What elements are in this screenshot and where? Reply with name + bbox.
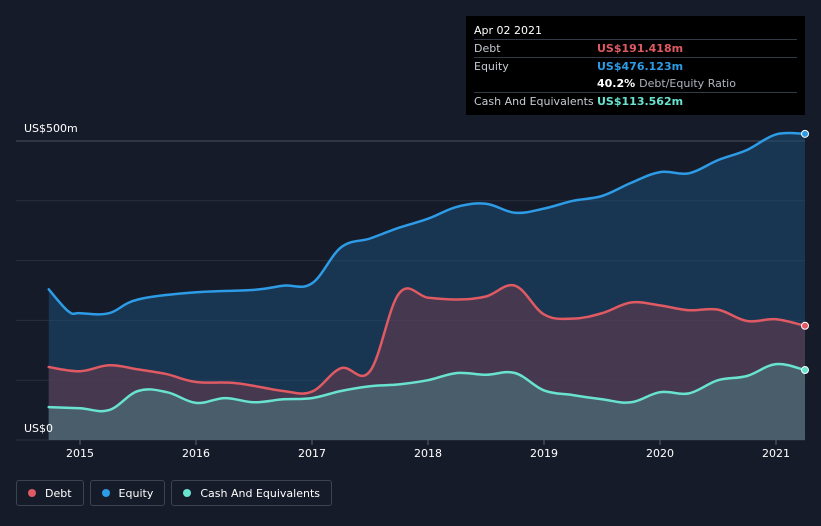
x-tick-label: 2017 xyxy=(298,447,326,460)
debt-dot-icon xyxy=(28,489,36,497)
tooltip-ratio-value: 40.2% xyxy=(597,77,636,90)
y-axis-bottom-label: US$0 xyxy=(24,422,54,435)
equity-dot-icon xyxy=(101,489,110,497)
series-endpoints xyxy=(801,129,809,375)
legend-label-debt: Debt xyxy=(45,486,72,500)
cash-area xyxy=(48,363,805,440)
y-axis-top-label: US$500m xyxy=(24,122,78,135)
equity-line xyxy=(47,131,807,316)
tooltip-equity-value: US$476.123m xyxy=(597,60,684,73)
tooltip-equity-label: Equity xyxy=(474,60,509,73)
x-tick-label: 2021 xyxy=(762,447,790,460)
x-tick-label: 2020 xyxy=(646,447,674,460)
x-tick-label: 2016 xyxy=(182,447,210,460)
tooltip-equity-row: Equity US$476.123m xyxy=(474,57,797,75)
tooltip-cash-label: Cash And Equivalents xyxy=(474,95,594,108)
debt-endpoint xyxy=(801,321,809,330)
x-tick-label: 2019 xyxy=(530,447,558,460)
tooltip-cash-row: Cash And Equivalents US$113.562m xyxy=(474,92,797,110)
tooltip-cash-value: US$113.562m xyxy=(597,95,684,108)
cash-dot-icon xyxy=(183,489,192,497)
equity-endpoint xyxy=(801,129,809,138)
cash-line xyxy=(47,362,807,413)
legend-item-debt[interactable]: Debt xyxy=(16,480,84,506)
debt-line xyxy=(47,283,807,395)
tooltip-ratio-spacer xyxy=(474,75,597,92)
x-tick-label: 2015 xyxy=(66,447,94,460)
legend-label-equity: Equity xyxy=(118,486,154,500)
tooltip-ratio-row: 40.2% Debt/Equity Ratio xyxy=(474,75,797,92)
tooltip-debt-value: US$191.418m xyxy=(597,42,684,55)
x-tick-label: 2018 xyxy=(414,447,442,460)
legend-label-cash: Cash And Equivalents xyxy=(200,486,320,500)
tooltip-debt-row: Debt US$191.418m xyxy=(474,39,797,57)
series-lines xyxy=(47,131,807,413)
tooltip-date: Apr 02 2021 xyxy=(474,24,543,37)
x-axis: 2015 2016 2017 2018 2019 2020 2021 xyxy=(66,440,790,460)
chart-tooltip: Apr 02 2021 Debt US$191.418m Equity US$4… xyxy=(466,16,805,115)
tooltip-debt-label: Debt xyxy=(474,42,501,55)
chart-legend: Debt Equity Cash And Equivalents xyxy=(16,480,332,506)
cash-endpoint xyxy=(801,366,809,375)
legend-item-equity[interactable]: Equity xyxy=(89,480,166,506)
legend-item-cash[interactable]: Cash And Equivalents xyxy=(171,480,332,506)
tooltip-ratio-label: Debt/Equity Ratio xyxy=(639,77,736,90)
